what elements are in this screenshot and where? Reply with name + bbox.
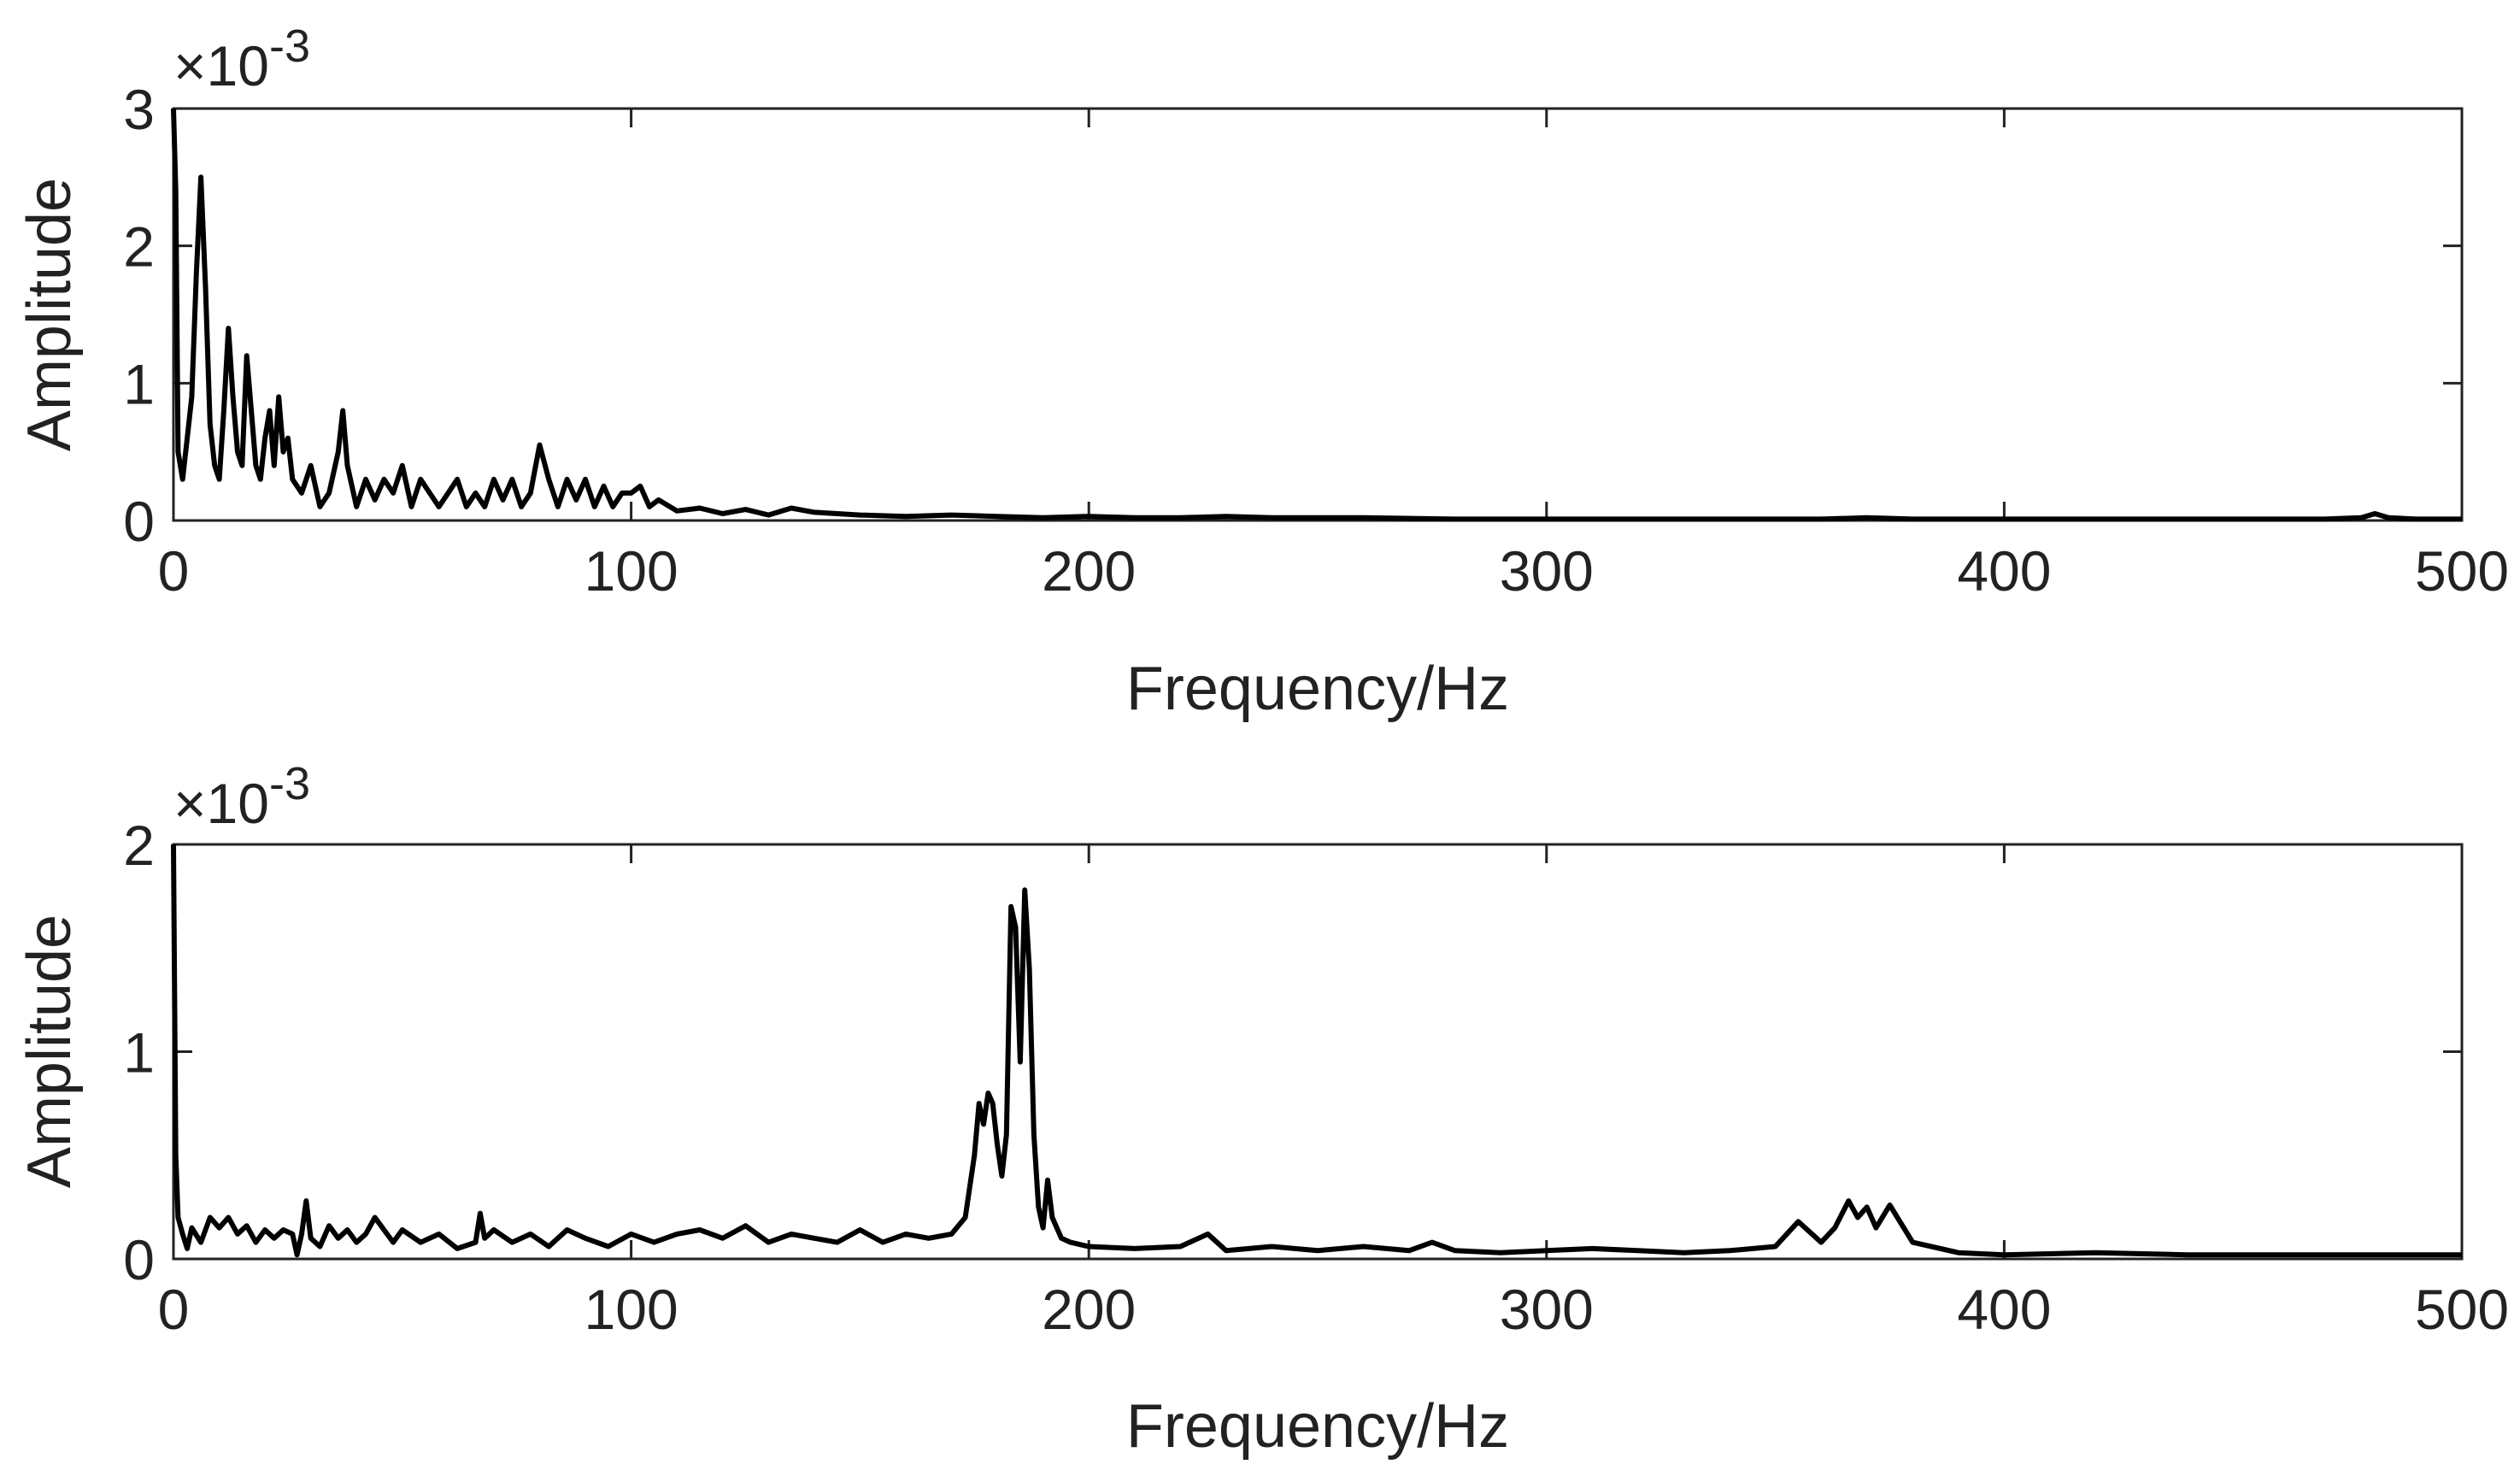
- top-plot-x-ticks: 0 100 200 300 400 500: [158, 109, 2509, 603]
- top-plot-y-tick-label: 1: [123, 352, 155, 415]
- top-plot-y-tick-label: 0: [123, 490, 155, 553]
- top-plot-y-tick-label: 2: [123, 215, 155, 279]
- top-plot-y-multiplier: ×10-3: [173, 21, 310, 97]
- bottom-plot-y-multiplier-base: ×10: [173, 772, 269, 835]
- top-plot-x-tick-label: 300: [1500, 539, 1594, 603]
- top-plot-y-tick-label: 3: [123, 78, 155, 141]
- top-plot-axes-box: [172, 107, 2464, 522]
- top-plot-x-tick-label: 0: [158, 539, 190, 603]
- bottom-plot-x-tick-label: 400: [1957, 1278, 2051, 1341]
- bottom-plot-series-line: [171, 844, 2462, 1258]
- bottom-plot-xlabel: Frequency/Hz: [1126, 1392, 1509, 1461]
- bottom-plot-y-multiplier-exponent: -3: [269, 758, 310, 809]
- top-plot-x-tick-label: 500: [2415, 539, 2509, 603]
- top-plot-x-tick-label: 200: [1042, 539, 1136, 603]
- bottom-plot-y-tick-label: 0: [123, 1228, 155, 1291]
- top-plot-x-tick-label: 400: [1957, 539, 2051, 603]
- bottom-plot-x-ticks: 0 100 200 300 400 500: [158, 844, 2509, 1341]
- top-plot-ylabel: Amplitude: [15, 178, 84, 451]
- top-plot-y-multiplier-base: ×10: [173, 34, 269, 97]
- top-plot-series-line: [171, 108, 2462, 522]
- bottom-spectrum-plot: 0 100 200 300 400 500 0 1 2 Frequency/Hz Amplit…: [15, 758, 2509, 1461]
- bottom-plot-x-tick-label: 0: [158, 1278, 190, 1341]
- bottom-plot-x-tick-label: 500: [2415, 1278, 2509, 1341]
- bottom-plot-ylabel: Amplitude: [15, 914, 84, 1188]
- bottom-plot-y-tick-label: 2: [123, 814, 155, 877]
- bottom-plot-y-tick-label: 1: [123, 1021, 155, 1085]
- top-spectrum-plot: 0 100 200 300 400 500 0 1 2 3 Frequency/Hz Ampli…: [15, 21, 2509, 723]
- top-plot-x-tick-label: 100: [584, 539, 678, 603]
- bottom-plot-x-tick-label: 100: [584, 1278, 678, 1341]
- top-plot-y-ticks: 0 1 2 3: [123, 78, 2462, 553]
- bottom-plot-x-tick-label: 200: [1042, 1278, 1136, 1341]
- bottom-plot-y-multiplier: ×10-3: [173, 758, 310, 835]
- top-plot-y-multiplier-exponent: -3: [269, 21, 310, 72]
- bottom-plot-x-tick-label: 300: [1500, 1278, 1594, 1341]
- bottom-plot-y-ticks: 0 1 2: [123, 814, 2462, 1291]
- top-plot-xlabel: Frequency/Hz: [1126, 655, 1509, 723]
